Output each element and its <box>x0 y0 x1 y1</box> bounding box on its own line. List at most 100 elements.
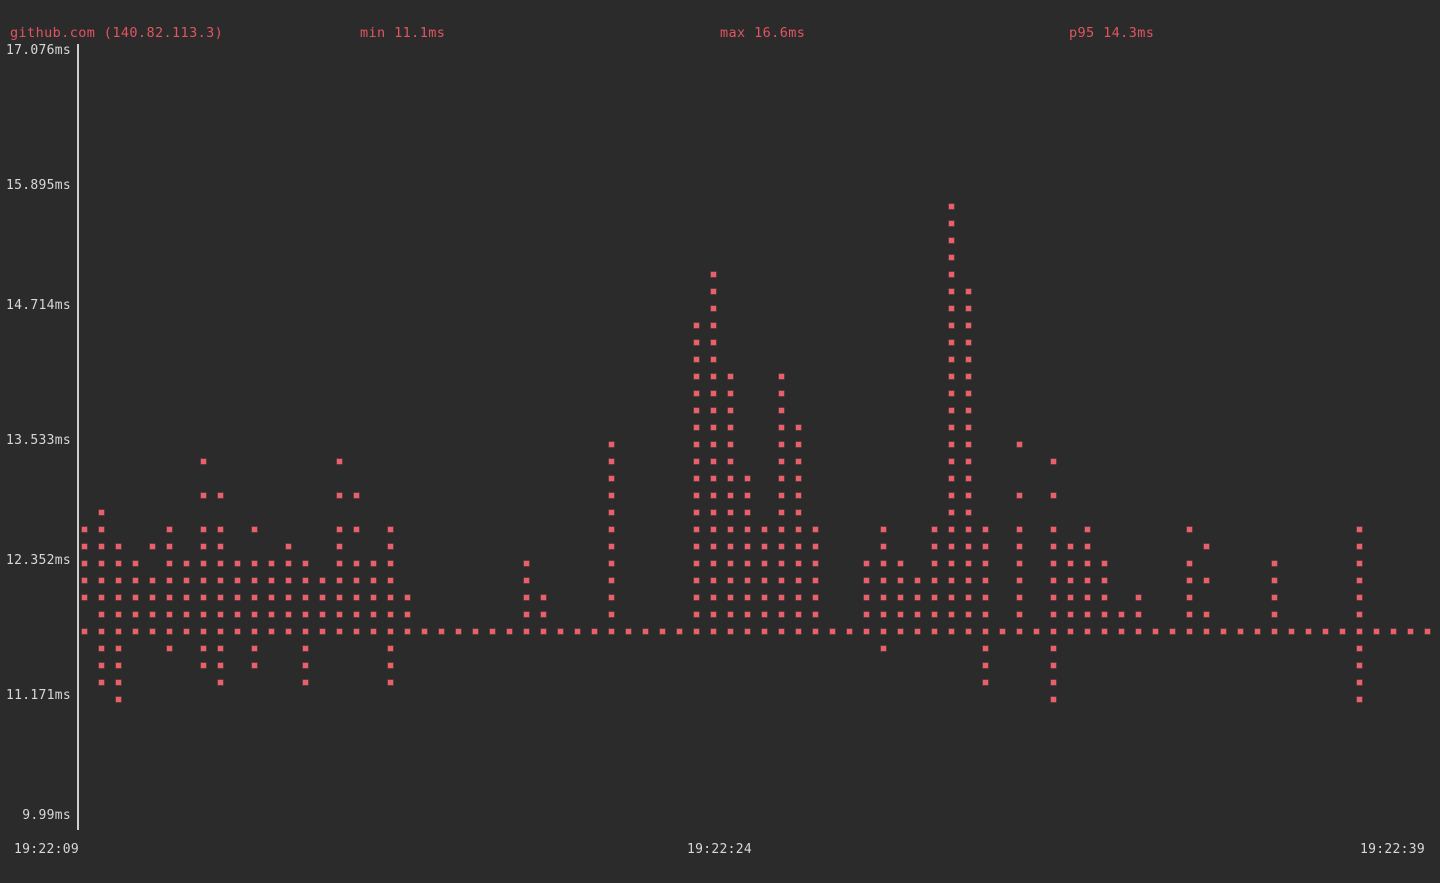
data-point <box>694 408 699 413</box>
data-point <box>1051 544 1056 549</box>
data-point <box>966 527 971 532</box>
data-point <box>201 646 206 651</box>
data-point <box>1374 629 1379 634</box>
data-point <box>779 544 784 549</box>
data-point <box>354 595 359 600</box>
data-point <box>1085 544 1090 549</box>
data-point <box>813 629 818 634</box>
data-point <box>847 629 852 634</box>
data-point <box>762 595 767 600</box>
data-point <box>354 578 359 583</box>
data-point <box>728 493 733 498</box>
data-point <box>949 527 954 532</box>
data-point <box>1272 578 1277 583</box>
data-point <box>745 476 750 481</box>
data-point <box>1357 629 1362 634</box>
data-point <box>762 578 767 583</box>
data-point <box>949 561 954 566</box>
data-point <box>1357 697 1362 702</box>
data-point <box>966 629 971 634</box>
data-point <box>728 425 733 430</box>
data-point <box>184 578 189 583</box>
data-point <box>915 629 920 634</box>
data-point <box>82 561 87 566</box>
data-point <box>1068 561 1073 566</box>
data-point <box>1051 459 1056 464</box>
data-point <box>388 646 393 651</box>
data-point <box>1187 595 1192 600</box>
data-point <box>1017 612 1022 617</box>
data-point <box>1289 629 1294 634</box>
data-point <box>337 527 342 532</box>
data-point <box>609 442 614 447</box>
data-point <box>337 612 342 617</box>
data-point <box>711 527 716 532</box>
data-point <box>779 476 784 481</box>
data-point <box>354 629 359 634</box>
data-point <box>201 595 206 600</box>
data-point <box>711 306 716 311</box>
data-point <box>1068 578 1073 583</box>
data-point <box>167 561 172 566</box>
data-point <box>966 612 971 617</box>
data-point <box>932 629 937 634</box>
data-point <box>201 629 206 634</box>
data-point <box>1017 544 1022 549</box>
data-point <box>116 663 121 668</box>
data-point <box>745 510 750 515</box>
data-point <box>320 629 325 634</box>
data-point <box>745 544 750 549</box>
data-point <box>1272 595 1277 600</box>
data-point <box>796 510 801 515</box>
data-point <box>490 629 495 634</box>
data-point <box>303 612 308 617</box>
data-point <box>966 595 971 600</box>
data-point <box>796 476 801 481</box>
data-point <box>1068 629 1073 634</box>
data-point <box>1357 663 1362 668</box>
data-point <box>711 561 716 566</box>
data-point <box>235 629 240 634</box>
data-point <box>286 578 291 583</box>
data-point <box>932 561 937 566</box>
data-point <box>711 612 716 617</box>
data-point <box>694 323 699 328</box>
data-point <box>167 527 172 532</box>
data-point <box>966 510 971 515</box>
data-point <box>337 459 342 464</box>
data-point <box>745 595 750 600</box>
data-point <box>881 595 886 600</box>
data-point <box>218 595 223 600</box>
data-point <box>898 578 903 583</box>
data-point <box>1357 595 1362 600</box>
data-point <box>949 476 954 481</box>
data-point <box>524 578 529 583</box>
data-point <box>745 493 750 498</box>
data-point <box>201 561 206 566</box>
data-point <box>1136 612 1141 617</box>
data-point <box>779 527 784 532</box>
data-point <box>252 595 257 600</box>
data-point <box>354 493 359 498</box>
data-point <box>99 680 104 685</box>
data-point <box>1051 561 1056 566</box>
data-point <box>864 612 869 617</box>
data-point <box>728 612 733 617</box>
data-point <box>983 612 988 617</box>
x-tick-label: 19:22:09 <box>14 842 80 857</box>
data-point <box>1034 629 1039 634</box>
data-point <box>507 629 512 634</box>
data-point <box>1017 629 1022 634</box>
data-point <box>949 374 954 379</box>
data-point <box>796 442 801 447</box>
data-point <box>303 663 308 668</box>
data-point <box>150 629 155 634</box>
data-point <box>1272 561 1277 566</box>
data-point <box>1357 561 1362 566</box>
data-point <box>218 561 223 566</box>
data-point <box>609 561 614 566</box>
data-point <box>337 629 342 634</box>
data-point <box>252 527 257 532</box>
data-point <box>269 561 274 566</box>
data-point <box>779 578 784 583</box>
